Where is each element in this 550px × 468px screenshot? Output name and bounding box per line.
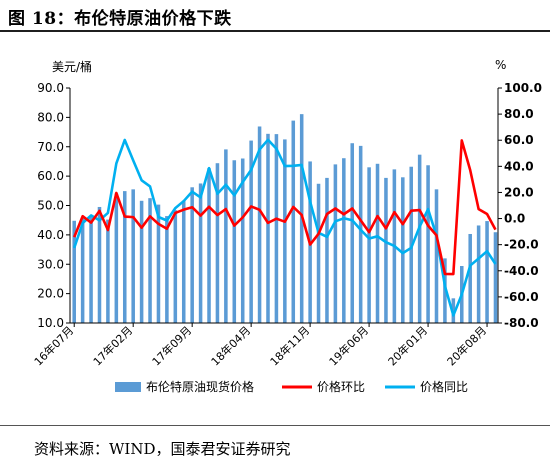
- line-series: [72, 138, 497, 317]
- bar: [493, 232, 498, 323]
- bar: [249, 140, 253, 323]
- bar: [198, 183, 203, 323]
- bar: [367, 167, 371, 323]
- bar: [257, 126, 262, 323]
- legend: 布伦特原油现货价格 价格环比 价格同比: [115, 379, 468, 394]
- x-tick-label: 20年01月: [385, 323, 430, 368]
- mom-line: [73, 139, 497, 276]
- bar: [375, 163, 380, 323]
- bar: [131, 189, 135, 323]
- bar: [215, 163, 220, 323]
- x-tick-label: 18年04月: [208, 323, 253, 368]
- bar: [401, 177, 405, 323]
- bar: [232, 160, 237, 323]
- bar: [417, 154, 422, 323]
- bar: [80, 218, 85, 323]
- y-left-tick-label: 30.0: [37, 257, 64, 271]
- bar: [114, 193, 119, 323]
- y-left-tick-label: 50.0: [37, 199, 64, 213]
- bar: [266, 133, 270, 323]
- bar: [181, 200, 186, 323]
- bar: [443, 258, 447, 324]
- x-tick-label: 16年07月: [31, 323, 76, 368]
- bar: [426, 165, 430, 323]
- y-right-tick-label: 40.0: [504, 159, 534, 173]
- bar: [139, 200, 144, 323]
- y-left-axis-label: 美元/桶: [52, 59, 92, 74]
- bar: [190, 187, 194, 323]
- bar: [325, 177, 329, 323]
- y-left-tick-label: 80.0: [37, 110, 64, 124]
- y-right-tick-label: -20.0: [504, 238, 539, 252]
- title-rule: [0, 30, 550, 32]
- x-tick-label: 17年09月: [149, 323, 194, 368]
- source-note: 资料来源：WIND，国泰君安证券研究: [34, 440, 291, 458]
- bar: [350, 143, 355, 323]
- bar: [148, 198, 152, 323]
- bar: [106, 219, 110, 323]
- y-right-tick-label: 100.0: [504, 81, 542, 95]
- x-tick-label: 18年11月: [267, 323, 312, 368]
- bar: [358, 145, 363, 323]
- bar: [333, 164, 338, 324]
- bar: [224, 149, 228, 323]
- legend-yoy-label: 价格同比: [420, 379, 468, 394]
- bar: [165, 216, 169, 323]
- bar: [434, 189, 439, 323]
- y-right-tick-label: -80.0: [504, 316, 539, 330]
- y-right-axis-label: %: [495, 58, 506, 72]
- bar: [485, 221, 489, 323]
- bar-series: [72, 114, 498, 324]
- y-left-tick-label: 40.0: [37, 228, 64, 242]
- y-left-tick-label: 90.0: [37, 81, 64, 95]
- y-right-tick-label: -40.0: [504, 264, 539, 278]
- bar: [97, 206, 102, 323]
- bar: [283, 139, 287, 323]
- bar: [274, 134, 279, 323]
- legend-bar-label: 布伦特原油现货价格: [146, 379, 254, 394]
- bar: [122, 191, 127, 323]
- y-right-tick-label: -60.0: [504, 290, 539, 304]
- y-left-tick-label: 10.0: [37, 316, 64, 330]
- bar: [384, 177, 388, 323]
- page-title: 图 18：布伦特原油价格下跌: [8, 9, 232, 29]
- bar: [476, 225, 481, 323]
- y-left-tick-label: 70.0: [37, 140, 64, 154]
- y-left-tick-label: 20.0: [37, 287, 64, 301]
- bar: [468, 233, 472, 323]
- bar: [72, 220, 76, 323]
- footer-rule: [0, 425, 550, 426]
- y-right-tick-label: 60.0: [504, 133, 534, 147]
- legend-mom-label: 价格环比: [317, 379, 365, 394]
- bar: [291, 120, 296, 323]
- bar: [156, 204, 161, 323]
- y-right-tick-label: 80.0: [504, 107, 534, 121]
- y-left-tick-label: 60.0: [37, 169, 64, 183]
- bar: [342, 158, 346, 323]
- bar: [316, 183, 321, 323]
- x-tick-label: 20年08月: [444, 323, 489, 368]
- bar: [240, 158, 245, 323]
- chart: 美元/桶 % 10.0 20.0 30.0 40.0 50.0 60.0 70.0 80.0 9…: [31, 58, 542, 394]
- legend-bar-swatch: [115, 382, 141, 392]
- x-tick-label: 17年02月: [90, 323, 135, 368]
- bar: [207, 168, 211, 323]
- y-right-tick-label: 0.0: [504, 212, 525, 226]
- bar: [89, 215, 93, 323]
- bar: [173, 210, 178, 323]
- bar: [451, 298, 456, 323]
- y-right-tick-label: 20.0: [504, 185, 534, 199]
- yoy-line: [72, 138, 497, 317]
- x-tick-label: 19年06月: [326, 323, 371, 368]
